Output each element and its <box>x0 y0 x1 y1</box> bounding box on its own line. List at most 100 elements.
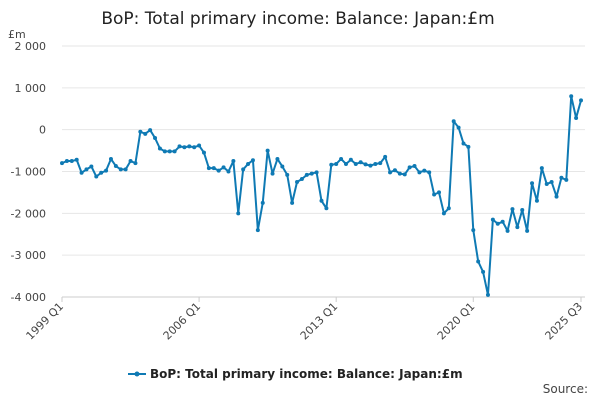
data-point <box>525 228 530 233</box>
grid-lines <box>62 45 585 298</box>
data-point <box>564 177 569 182</box>
data-point <box>143 131 148 136</box>
legend-marker-swatch <box>134 371 140 377</box>
data-point <box>324 206 329 211</box>
x-axis-ticks: 1999 Q1 2006 Q1 2013 Q1 2020 Q1 2025 Q3 <box>24 297 586 343</box>
data-point <box>153 136 158 141</box>
data-point <box>177 144 182 149</box>
data-point <box>485 292 490 297</box>
data-point <box>343 161 348 166</box>
data-point <box>148 128 153 133</box>
data-point <box>500 219 505 224</box>
data-point <box>64 159 69 164</box>
data-point <box>368 163 373 168</box>
data-point <box>432 192 437 197</box>
data-point <box>79 170 84 175</box>
data-point <box>299 177 304 182</box>
data-point <box>534 198 539 203</box>
data-point <box>569 94 574 99</box>
data-point <box>412 164 417 169</box>
y-axis-ticks: 2 000 1 000 0 -1 000 -2 000 -3 000 -4 000 <box>11 40 46 304</box>
data-point <box>260 200 265 205</box>
chart-title: BoP: Total primary income: Balance: Japa… <box>101 9 494 29</box>
data-point <box>363 162 368 167</box>
data-point <box>211 166 216 171</box>
data-point <box>417 170 422 175</box>
data-point <box>285 172 290 177</box>
data-point <box>162 149 167 154</box>
data-point <box>197 143 202 148</box>
data-point <box>104 168 109 173</box>
data-point <box>574 115 579 120</box>
data-point <box>334 161 339 166</box>
data-point <box>451 119 456 124</box>
data-point <box>94 174 99 179</box>
legend-label: BoP: Total primary income: Balance: Japa… <box>150 367 463 381</box>
series-line <box>61 95 582 296</box>
data-point <box>69 159 74 164</box>
data-point <box>407 165 412 170</box>
data-point <box>515 225 520 230</box>
data-point <box>358 160 363 165</box>
data-point <box>579 98 583 103</box>
data-point <box>60 161 64 166</box>
data-point <box>471 228 476 233</box>
data-point <box>446 206 451 211</box>
data-point <box>510 207 515 212</box>
data-point <box>74 157 79 162</box>
data-point <box>108 156 113 161</box>
data-point <box>530 181 535 186</box>
data-point <box>520 207 525 212</box>
data-point <box>461 141 466 146</box>
data-point <box>539 166 544 171</box>
data-point <box>157 146 162 151</box>
y-tick-label: 2 000 <box>15 40 47 53</box>
data-point <box>314 170 319 175</box>
data-point <box>549 179 554 184</box>
x-tick-label: 1999 Q1 <box>24 300 67 343</box>
data-point <box>481 269 486 274</box>
data-point <box>353 161 358 166</box>
data-point <box>133 161 138 166</box>
y-tick-label: -3 000 <box>11 249 46 262</box>
data-point <box>392 168 397 173</box>
data-point <box>167 149 172 154</box>
y-tick-label: -2 000 <box>11 207 46 220</box>
data-point <box>437 190 442 195</box>
data-point <box>255 228 260 233</box>
data-point <box>275 156 280 161</box>
data-point <box>456 125 461 130</box>
data-point <box>329 162 334 167</box>
data-point <box>201 150 206 155</box>
data-point <box>427 170 432 175</box>
data-point <box>270 171 275 176</box>
x-tick-label: 2006 Q1 <box>161 300 204 343</box>
data-point <box>466 144 471 149</box>
data-point <box>505 228 510 233</box>
data-point <box>383 154 388 159</box>
data-point <box>172 149 177 154</box>
legend: BoP: Total primary income: Balance: Japa… <box>128 367 463 381</box>
data-point <box>182 145 187 150</box>
data-point <box>226 169 231 174</box>
data-point <box>216 168 221 173</box>
data-point <box>89 164 94 169</box>
data-point <box>319 198 324 203</box>
data-point <box>348 157 353 162</box>
data-point <box>231 159 236 164</box>
x-tick-label: 2013 Q1 <box>298 300 341 343</box>
data-point <box>206 166 211 171</box>
data-point <box>378 161 383 166</box>
x-tick-label: 2025 Q3 <box>543 300 586 343</box>
y-tick-label: 1 000 <box>15 82 47 95</box>
data-point <box>290 200 295 205</box>
data-point <box>554 194 559 199</box>
data-point <box>339 156 344 161</box>
data-point <box>187 144 192 149</box>
series-layer <box>60 94 583 297</box>
data-point <box>388 170 393 175</box>
data-point <box>246 161 251 166</box>
data-point <box>84 167 89 172</box>
data-point <box>397 171 402 176</box>
